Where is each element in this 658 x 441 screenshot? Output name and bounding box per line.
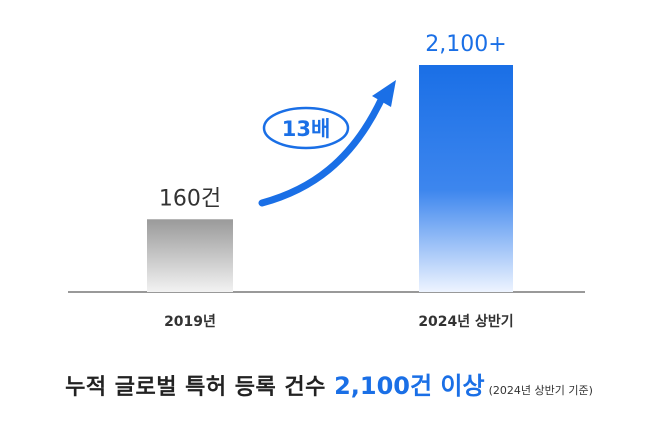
growth-badge: 13배 bbox=[262, 106, 350, 150]
category-label-1: 2019년 bbox=[164, 314, 216, 330]
caption-note: (2024년 상반기 기준) bbox=[488, 384, 593, 397]
value-label-1: 160건 bbox=[159, 186, 221, 211]
bar-1 bbox=[147, 219, 233, 292]
caption-highlight: 2,100건 이상 bbox=[334, 372, 485, 400]
growth-arrow-head bbox=[372, 80, 396, 107]
value-label-2: 2,100+ bbox=[425, 32, 506, 57]
caption: 누적 글로벌 특허 등록 건수 2,100건 이상 (2024년 상반기 기준) bbox=[0, 366, 658, 401]
growth-label: 13배 bbox=[282, 117, 331, 141]
caption-main: 누적 글로벌 특허 등록 건수 bbox=[65, 375, 335, 400]
growth-arrow bbox=[258, 94, 386, 207]
bar-2 bbox=[419, 65, 513, 292]
category-label-2: 2024년 상반기 bbox=[418, 313, 513, 330]
